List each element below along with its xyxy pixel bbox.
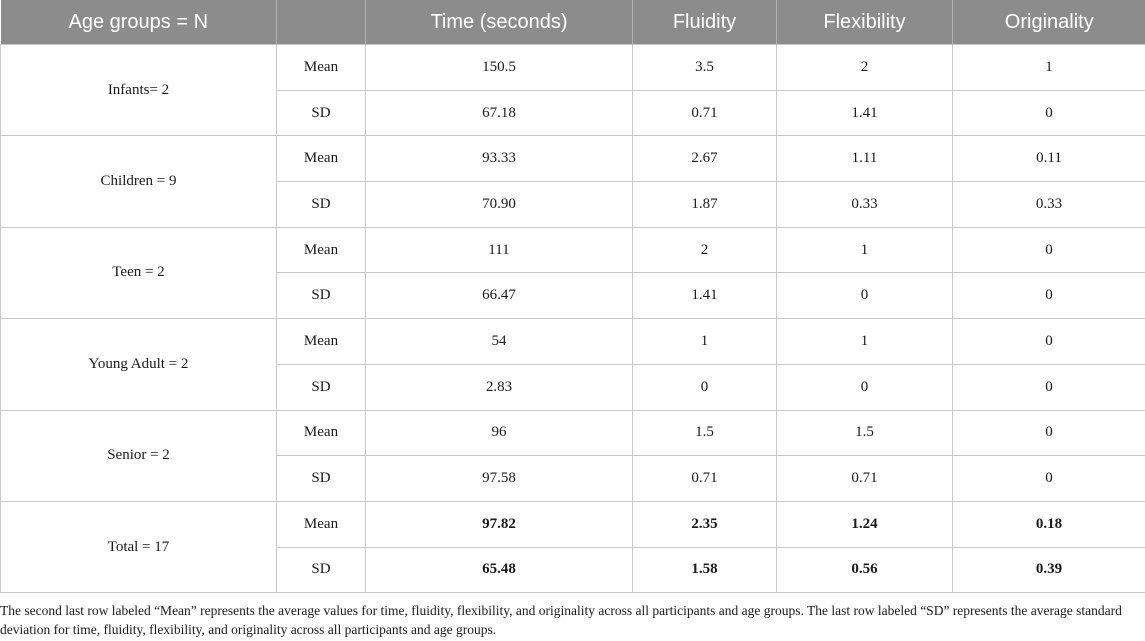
age-group-cell: Young Adult = 2 [0,318,277,411]
header-originality: Originality [952,0,1145,45]
table-body: Infants= 2 Mean 150.5 3.5 2 1 SD 67.18 0.71 1.41 0… [0,43,1145,594]
fluidity-cell: 1.41 [632,272,777,320]
table-row: SD 70.90 1.87 0.33 0.33 [1,181,1145,228]
fluidity-cell: 2.67 [632,135,777,183]
age-group-cell: Teen = 2 [0,226,277,320]
table-row: Total = 17 Mean 97.82 2.35 1.24 0.18 [0,500,1145,594]
table-row: SD 65.48 1.58 0.56 0.39 [1,546,1145,594]
time-cell: 67.18 [365,89,633,137]
time-cell: 66.47 [365,272,633,320]
originality-cell: 0 [952,89,1145,137]
fluidity-cell: 1.87 [632,181,777,228]
originality-cell: 0 [952,318,1145,365]
time-cell: 97.82 [365,500,633,548]
fluidity-cell: 2.35 [632,500,777,548]
age-group-cell: Infants= 2 [0,43,277,137]
table-row: SD 67.18 0.71 1.41 0 [1,89,1145,137]
flexibility-cell: 0 [776,363,953,411]
originality-cell: 0.18 [952,500,1145,548]
flexibility-cell: 1.11 [776,135,953,183]
flexibility-cell: 1.5 [776,409,953,457]
table-footnote: The second last row labeled “Mean” repre… [0,603,1122,637]
header-time: Time (seconds) [365,0,633,45]
flexibility-cell: 1 [776,226,953,274]
flexibility-cell: 0 [776,272,953,320]
stat-cell: Mean [276,318,366,365]
fluidity-cell: 2 [632,226,777,274]
fluidity-cell: 3.5 [632,44,777,91]
table-row: Senior = 2 Mean 96 1.5 1.5 0 [0,409,1145,502]
stat-cell: SD [276,455,366,502]
age-group-cell: Children = 9 [0,135,277,228]
originality-cell: 0.11 [952,135,1145,183]
flexibility-cell: 1 [776,318,953,365]
table-header: Age groups = N Time (seconds) Fluidity F… [0,0,1145,45]
originality-cell: 0 [952,455,1145,502]
originality-cell: 0.33 [952,181,1145,228]
originality-cell: 1 [952,44,1145,91]
originality-cell: 0.39 [952,546,1145,594]
stat-cell: SD [276,89,366,137]
fluidity-cell: 1.5 [632,409,777,457]
age-group-cell: Senior = 2 [0,409,277,502]
table-row: Young Adult = 2 Mean 54 1 1 0 [0,318,1145,411]
table-row: SD 66.47 1.41 0 0 [1,272,1145,320]
table-row: Infants= 2 Mean 150.5 3.5 2 1 [0,43,1145,137]
table-row: SD 2.83 0 0 0 [1,363,1145,411]
stat-cell: Mean [276,226,366,274]
fluidity-cell: 1 [632,318,777,365]
table-row: SD 97.58 0.71 0.71 0 [1,455,1145,502]
time-cell: 97.58 [365,455,633,502]
table-row: Teen = 2 Mean 111 2 1 0 [0,226,1145,320]
time-cell: 2.83 [365,363,633,411]
header-stat [276,0,366,45]
stat-cell: Mean [276,44,366,91]
time-cell: 96 [365,409,633,457]
flexibility-cell: 0.56 [776,546,953,594]
header-flexibility: Flexibility [776,0,953,45]
flexibility-cell: 1.24 [776,500,953,548]
time-cell: 150.5 [365,44,633,91]
fluidity-cell: 0.71 [632,455,777,502]
originality-cell: 0 [952,272,1145,320]
stat-cell: Mean [276,409,366,457]
stat-cell: Mean [276,135,366,183]
flexibility-cell: 2 [776,44,953,91]
table-row: Children = 9 Mean 93.33 2.67 1.11 0.11 [0,135,1145,228]
originality-cell: 0 [952,226,1145,274]
fluidity-cell: 0.71 [632,89,777,137]
header-fluidity: Fluidity [632,0,777,45]
time-cell: 93.33 [365,135,633,183]
time-cell: 54 [365,318,633,365]
stat-cell: SD [276,546,366,594]
time-cell: 70.90 [365,181,633,228]
statistics-table: Age groups = N Time (seconds) Fluidity F… [0,0,1145,594]
flexibility-cell: 0.33 [776,181,953,228]
header-row: Age groups = N Time (seconds) Fluidity F… [0,0,1145,45]
stat-cell: SD [276,363,366,411]
flexibility-cell: 1.41 [776,89,953,137]
fluidity-cell: 0 [632,363,777,411]
stat-cell: SD [276,181,366,228]
stat-cell: Mean [276,500,366,548]
originality-cell: 0 [952,363,1145,411]
originality-cell: 0 [952,409,1145,457]
header-age-groups: Age groups = N [0,0,277,45]
stat-cell: SD [276,272,366,320]
age-group-cell: Total = 17 [0,500,277,594]
time-cell: 65.48 [365,546,633,594]
time-cell: 111 [365,226,633,274]
fluidity-cell: 1.58 [632,546,777,594]
flexibility-cell: 0.71 [776,455,953,502]
statistics-table-container: Age groups = N Time (seconds) Fluidity F… [0,0,1145,594]
